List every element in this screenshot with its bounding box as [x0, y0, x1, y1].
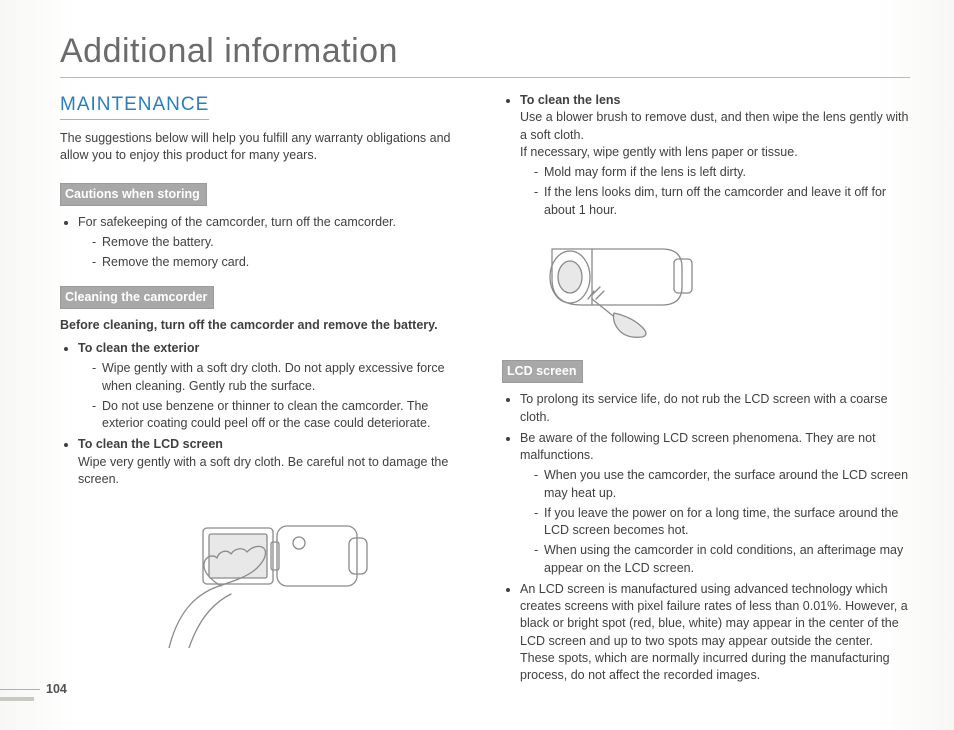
list-item-title: To clean the LCD screen: [78, 437, 223, 451]
subheading-cautions: Cautions when storing: [60, 183, 207, 206]
two-column-layout: MAINTENANCE The suggestions below will h…: [60, 92, 910, 692]
list-item-body: Use a blower brush to remove dust, and t…: [520, 110, 908, 141]
list-item-text: Be aware of the following LCD screen phe…: [520, 431, 876, 462]
list-item: Be aware of the following LCD screen phe…: [520, 430, 910, 577]
cleaning-list: To clean the exterior Wipe gently with a…: [60, 340, 468, 488]
sub-list-item: Wipe gently with a soft dry cloth. Do no…: [92, 360, 468, 395]
list-item-title: To clean the lens: [520, 93, 621, 107]
illustration-lcd-wipe: [60, 498, 468, 653]
cleaning-intro-bold: Before cleaning, turn off the camcorder …: [60, 317, 468, 334]
lcd-wipe-icon: [149, 498, 379, 648]
list-item: For safekeeping of the camcorder, turn o…: [78, 214, 468, 272]
page-number-region: 104: [0, 682, 67, 696]
section-heading-maintenance: MAINTENANCE: [60, 92, 209, 120]
subheading-cleaning: Cleaning the camcorder: [60, 286, 214, 309]
illustration-lens-blower: [502, 229, 910, 344]
sub-list-item: When using the camcorder in cold conditi…: [534, 542, 910, 577]
lens-list: To clean the lens Use a blower brush to …: [502, 92, 910, 219]
list-item: To clean the LCD screen Wipe very gently…: [78, 436, 468, 488]
sub-list: Remove the battery. Remove the memory ca…: [78, 234, 468, 272]
list-item-body: If necessary, wipe gently with lens pape…: [520, 145, 798, 159]
right-column: To clean the lens Use a blower brush to …: [502, 92, 910, 692]
title-rule: [60, 77, 910, 78]
lens-blower-icon: [522, 229, 722, 339]
list-item: To clean the exterior Wipe gently with a…: [78, 340, 468, 432]
sub-list: Mold may form if the lens is left dirty.…: [520, 164, 910, 219]
list-item-text: For safekeeping of the camcorder, turn o…: [78, 215, 396, 229]
sub-list-item: Remove the battery.: [92, 234, 468, 251]
list-item: To clean the lens Use a blower brush to …: [520, 92, 910, 219]
page-number-tail: [0, 697, 34, 701]
page-title: Additional information: [60, 32, 910, 71]
page-number: 104: [46, 682, 67, 696]
page-number-rule: [0, 689, 40, 690]
sub-list-item: If the lens looks dim, turn off the camc…: [534, 184, 910, 219]
maintenance-intro: The suggestions below will help you fulf…: [60, 130, 468, 165]
list-item-title: To clean the exterior: [78, 341, 199, 355]
list-item: An LCD screen is manufactured using adva…: [520, 581, 910, 685]
sub-list-item: Mold may form if the lens is left dirty.: [534, 164, 910, 181]
sub-list-item: Remove the memory card.: [92, 254, 468, 271]
sub-list: When you use the camcorder, the surface …: [520, 467, 910, 577]
left-column: MAINTENANCE The suggestions below will h…: [60, 92, 468, 692]
subheading-lcd-screen: LCD screen: [502, 360, 583, 383]
list-item: To prolong its service life, do not rub …: [520, 391, 910, 426]
sub-list-item: Do not use benzene or thinner to clean t…: [92, 398, 468, 433]
sub-list-item: When you use the camcorder, the surface …: [534, 467, 910, 502]
cautions-list: For safekeeping of the camcorder, turn o…: [60, 214, 468, 272]
sub-list-item: If you leave the power on for a long tim…: [534, 505, 910, 540]
manual-page: Additional information MAINTENANCE The s…: [0, 0, 954, 730]
lcd-list: To prolong its service life, do not rub …: [502, 391, 910, 684]
sub-list: Wipe gently with a soft dry cloth. Do no…: [78, 360, 468, 432]
list-item-body: Wipe very gently with a soft dry cloth. …: [78, 455, 448, 486]
